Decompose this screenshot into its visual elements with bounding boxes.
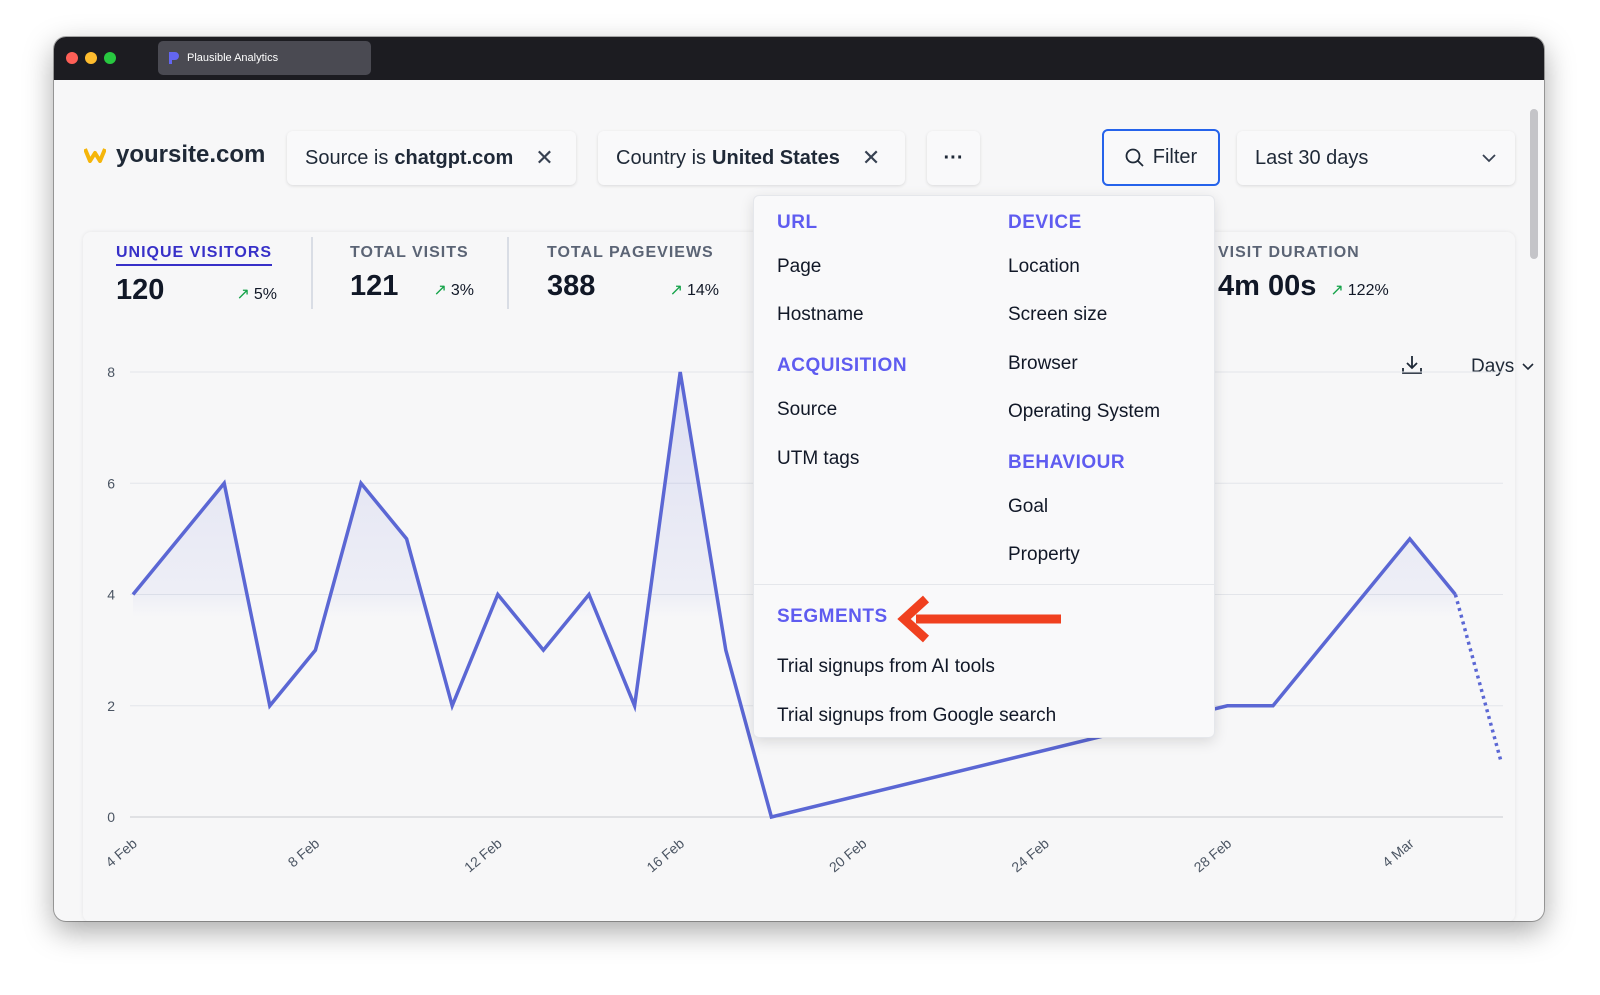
filter-prefix: Source is	[305, 146, 389, 169]
filter-pill-country[interactable]: Country is United States ✕	[598, 131, 905, 185]
download-icon[interactable]	[1401, 354, 1423, 376]
browser-window: Plausible Analytics yoursite.com Source …	[54, 37, 1544, 921]
filter-label: Filter	[1152, 146, 1198, 168]
menu-item-segment[interactable]: Trial signups from AI tools	[777, 656, 995, 677]
y-tick-label: 6	[107, 475, 115, 491]
close-window-button[interactable]	[66, 52, 78, 64]
metric-change: 122%	[1347, 282, 1389, 299]
filter-menu: URL Page Hostname ACQUISITION Source UTM…	[753, 195, 1215, 738]
arrow-up-right-icon: ↗	[1330, 282, 1344, 299]
menu-heading-segments: SEGMENTS	[777, 606, 888, 627]
remove-filter-icon[interactable]: ✕	[535, 145, 554, 170]
date-range-select[interactable]: Last 30 days	[1237, 131, 1515, 185]
site-name: yoursite.com	[116, 141, 266, 168]
chevron-down-icon	[1522, 363, 1534, 371]
menu-heading-behaviour: BEHAVIOUR	[1008, 452, 1126, 473]
metric-value: 4m 00s	[1218, 270, 1317, 302]
menu-heading-acquisition: ACQUISITION	[777, 355, 908, 376]
metric-total-visits[interactable]: TOTAL VISITS 121 ↗ 3%	[350, 244, 474, 303]
x-tick-label: 16 Feb	[643, 835, 687, 875]
search-icon	[1125, 148, 1144, 167]
menu-item-screen-size[interactable]: Screen size	[1008, 304, 1108, 325]
site-switcher[interactable]: yoursite.com	[84, 141, 265, 169]
metric-label: TOTAL PAGEVIEWS	[547, 244, 714, 261]
menu-item-hostname[interactable]: Hostname	[777, 304, 864, 325]
x-tick-label: 4 Feb	[102, 835, 140, 870]
metric-label: UNIQUE VISITORS	[116, 244, 273, 266]
browser-tab[interactable]: Plausible Analytics	[158, 41, 371, 75]
menu-divider	[754, 584, 1214, 585]
filter-button[interactable]: Filter	[1102, 129, 1220, 186]
x-tick-label: 28 Feb	[1191, 835, 1235, 875]
red-arrow-annotation-icon	[897, 595, 1061, 643]
metric-visit-duration[interactable]: VISIT DURATION 4m 00s ↗ 122%	[1218, 244, 1418, 303]
menu-heading-url: URL	[777, 212, 818, 233]
x-tick-label: 12 Feb	[461, 835, 505, 875]
more-filters-button[interactable]: ···	[927, 131, 980, 185]
title-bar: Plausible Analytics	[54, 37, 1544, 80]
metric-label: VISIT DURATION	[1218, 244, 1360, 261]
tab-title: Plausible Analytics	[187, 52, 279, 64]
metric-change: 5%	[253, 286, 277, 303]
menu-item-segment[interactable]: Trial signups from Google search	[777, 705, 1057, 726]
minimize-window-button[interactable]	[85, 52, 97, 64]
metric-divider	[311, 237, 313, 309]
site-favicon-icon	[84, 148, 106, 163]
metric-change: 3%	[450, 282, 474, 299]
menu-item-operating-system[interactable]: Operating System	[1008, 401, 1161, 422]
metric-divider	[507, 237, 509, 309]
chevron-down-icon	[1482, 154, 1496, 163]
metric-value: 120	[116, 274, 165, 306]
filter-pill-source[interactable]: Source is chatgpt.com ✕	[287, 131, 576, 185]
menu-item-property[interactable]: Property	[1008, 544, 1080, 565]
x-tick-label: 4 Mar	[1379, 835, 1417, 870]
maximize-window-button[interactable]	[104, 52, 116, 64]
metric-value: 388	[547, 270, 596, 302]
arrow-up-right-icon: ↗	[669, 282, 683, 299]
metric-value: 121	[350, 270, 399, 302]
filter-value: United States	[712, 146, 840, 169]
arrow-up-right-icon: ↗	[433, 282, 447, 299]
arrow-up-right-icon: ↗	[236, 286, 250, 303]
menu-item-browser[interactable]: Browser	[1008, 353, 1078, 374]
x-tick-label: 8 Feb	[285, 835, 323, 870]
menu-item-goal[interactable]: Goal	[1008, 496, 1049, 517]
menu-item-location[interactable]: Location	[1008, 256, 1080, 277]
menu-heading-device: DEVICE	[1008, 212, 1082, 233]
scrollbar[interactable]	[1530, 109, 1538, 259]
date-range-value: Last 30 days	[1255, 146, 1369, 169]
menu-item-utm-tags[interactable]: UTM tags	[777, 448, 860, 469]
y-tick-label: 0	[107, 809, 115, 825]
metric-change: 14%	[686, 282, 719, 299]
x-tick-label: 24 Feb	[1008, 835, 1052, 875]
area-fill	[133, 372, 1456, 817]
series-line	[131, 371, 1457, 820]
metric-total-pageviews[interactable]: TOTAL PAGEVIEWS 388 ↗ 14%	[547, 244, 719, 303]
metric-unique-visitors[interactable]: UNIQUE VISITORS 120 ↗ 5%	[116, 244, 277, 307]
metric-label: TOTAL VISITS	[350, 244, 469, 261]
y-tick-label: 8	[107, 364, 115, 380]
filter-prefix: Country is	[616, 146, 707, 169]
y-tick-label: 2	[107, 698, 115, 714]
remove-filter-icon[interactable]: ✕	[861, 145, 881, 170]
y-tick-label: 4	[107, 587, 115, 603]
series-line-incomplete	[1453, 594, 1503, 762]
menu-item-source[interactable]: Source	[777, 399, 838, 420]
plausible-logo-icon	[169, 52, 179, 64]
filter-value: chatgpt.com	[394, 146, 514, 169]
menu-item-page[interactable]: Page	[777, 256, 822, 277]
x-tick-label: 20 Feb	[826, 835, 870, 875]
visitors-line-chart[interactable]: 0 2 4 6 8 4 Feb 8 Feb 12 Feb 16 Feb 20 Feb 24 Feb 2…	[54, 37, 1544, 921]
